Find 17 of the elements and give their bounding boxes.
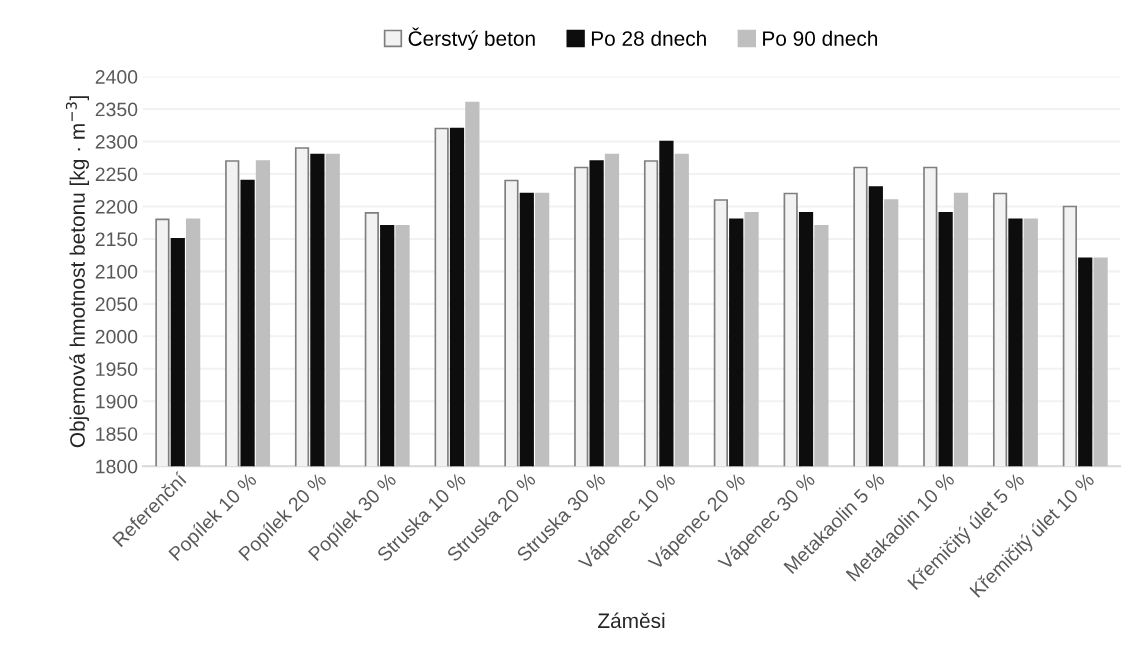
y-tick-label: 1950 [96,362,138,377]
y-tick-label: 2300 [95,134,138,149]
y-axis-title: Objemová hmotnost betonu [kg · m$^{−3}$] [65,96,89,448]
y-tick-label: 2350 [95,102,138,117]
y-tick-label: 2400 [95,70,138,84]
y-tick-label: 1850 [96,427,138,441]
y-tick-label: 2150 [95,232,138,247]
y-tick-label: 2000 [95,329,138,344]
y-tick-label: 1900 [96,394,138,409]
y-tick-label: 2100 [95,264,138,279]
x-axis-title: Záměsi [598,612,665,629]
legend-label: Čerstvý beton [408,27,535,51]
legend-label: Po 90 dnech [763,30,878,46]
y-tick-label: 2250 [95,167,138,182]
y-tick-label: 2200 [95,199,138,214]
y-tick-label: 2050 [95,297,138,312]
legend-label: Po 28 dnech [591,30,706,46]
